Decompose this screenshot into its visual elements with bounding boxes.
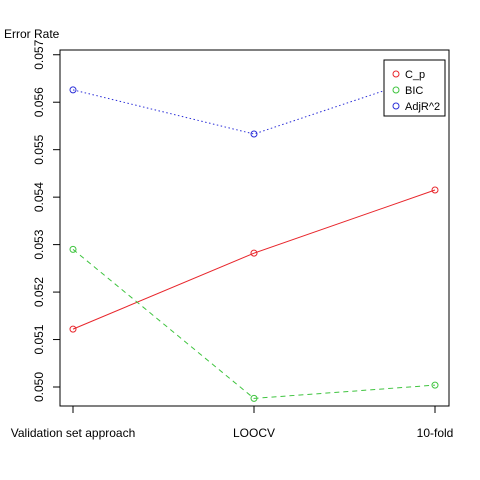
- legend: C_p BIC AdjR^2: [383, 59, 446, 117]
- data-point: [250, 249, 258, 257]
- series-0: [69, 186, 439, 333]
- data-point: [250, 130, 258, 138]
- legend-marker: [392, 86, 400, 94]
- series-layer: [69, 70, 439, 402]
- x-tick-label: 10-fold: [417, 426, 454, 440]
- y-tick-label: 0.055: [32, 134, 46, 164]
- y-axis-label: Error Rate: [4, 27, 60, 41]
- legend-marker: [392, 70, 400, 78]
- legend-label: BIC: [405, 85, 423, 97]
- data-point: [69, 245, 77, 253]
- x-tick-label: LOOCV: [233, 426, 275, 440]
- series-line: [72, 73, 436, 135]
- y-tick-label: 0.053: [32, 229, 46, 259]
- data-point: [250, 394, 258, 402]
- x-tick-label: Validation set approach: [11, 426, 136, 440]
- series-line: [72, 189, 436, 330]
- y-axis: 0.050 0.051 0.052 0.053 0.054 0.055 0.056 0.057: [32, 39, 60, 402]
- legend-label: C_p: [405, 69, 425, 81]
- y-tick-label: 0.051: [32, 324, 46, 354]
- data-point: [431, 381, 439, 389]
- y-tick-label: 0.054: [32, 182, 46, 212]
- y-tick-label: 0.057: [32, 39, 46, 69]
- data-point: [69, 86, 77, 94]
- y-tick-label: 0.050: [32, 372, 46, 402]
- y-tick-label: 0.052: [32, 277, 46, 307]
- x-axis: Validation set approach LOOCV 10-fold: [11, 406, 454, 440]
- data-point: [69, 325, 77, 333]
- data-point: [431, 186, 439, 194]
- y-tick-label: 0.056: [32, 87, 46, 117]
- series-1: [69, 245, 439, 402]
- legend-marker: [392, 102, 400, 110]
- series-2: [69, 70, 439, 138]
- series-line: [72, 248, 436, 399]
- plot-area: [59, 49, 450, 407]
- legend-label: AdjR^2: [405, 101, 440, 113]
